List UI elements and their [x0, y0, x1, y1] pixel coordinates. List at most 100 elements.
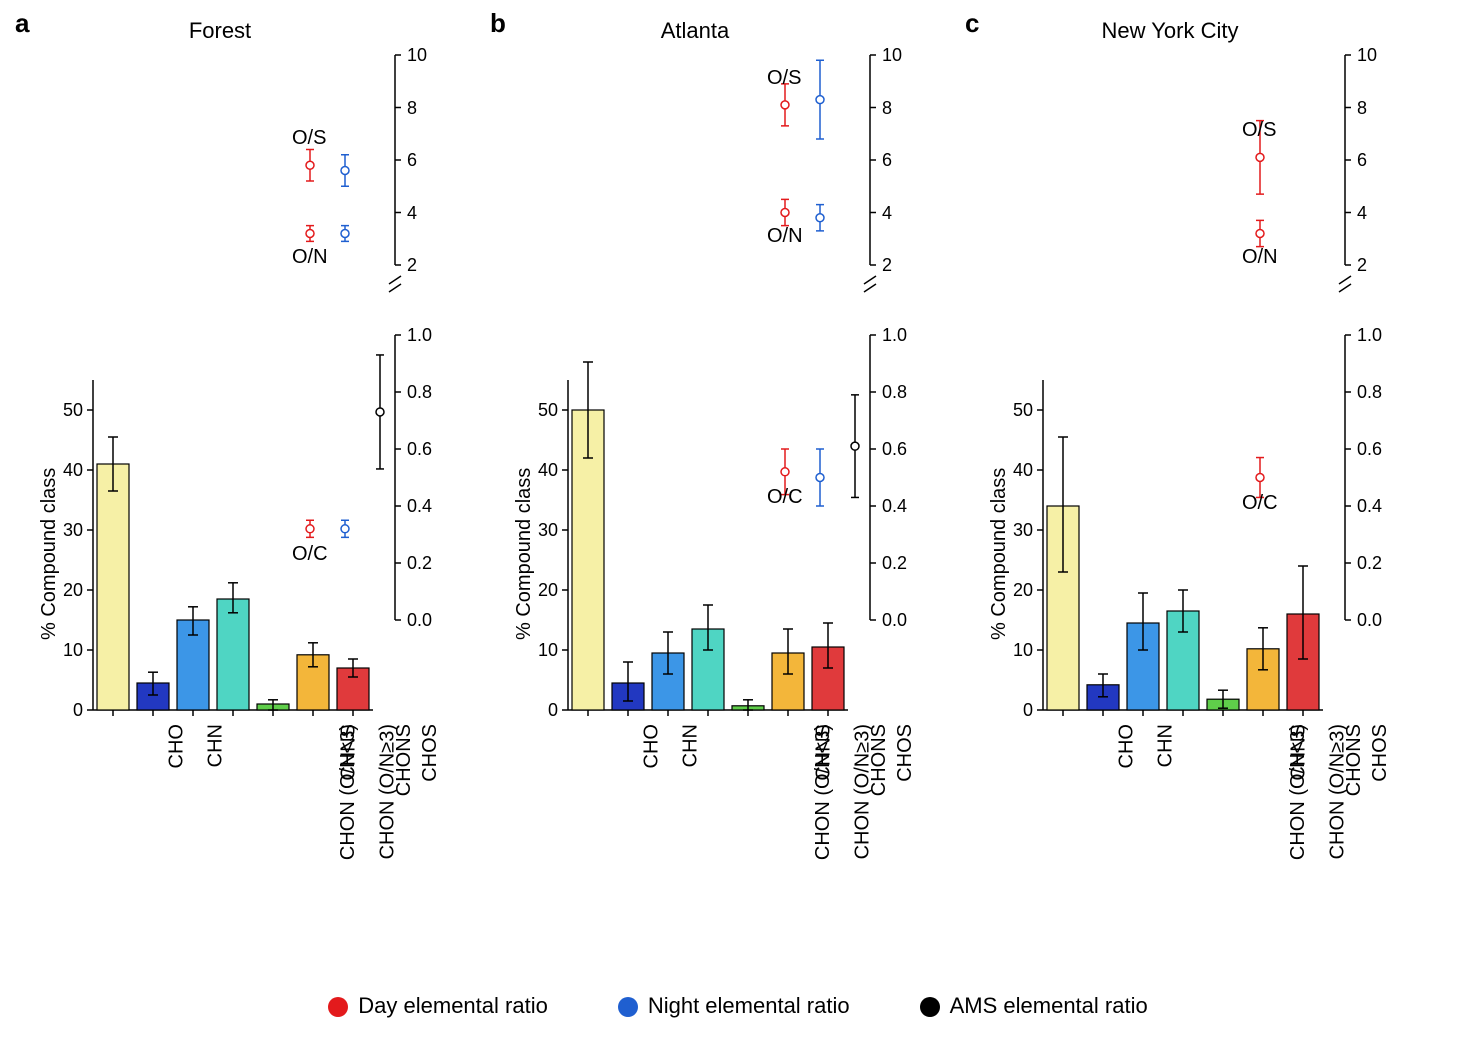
ratio-tick-lower: 0.6 [1357, 439, 1382, 460]
ratio-label-oc: O/C [1242, 492, 1278, 515]
bar-ytick: 0 [518, 700, 558, 721]
bar-xtick: CHO [1115, 724, 1138, 768]
panel-c: cNew York City01020304050% Compound clas… [965, 0, 1440, 960]
ratio-tick-upper: 4 [882, 203, 892, 224]
bar-xtick: CHONS [393, 724, 416, 796]
legend-item: Day elemental ratio [328, 993, 548, 1019]
bar-xtick: CHO [640, 724, 663, 768]
bar-xtick: CHNS [338, 724, 361, 781]
panel-b: bAtlanta01020304050% Compound classCHOCH… [490, 0, 965, 960]
bar-xtick: CHN [679, 724, 702, 767]
legend-label: Night elemental ratio [648, 993, 850, 1018]
legend-item: Night elemental ratio [618, 993, 850, 1019]
ratio-tick-lower: 0.8 [1357, 382, 1382, 403]
panel-svg [965, 0, 1440, 960]
ratio-marker [781, 468, 789, 476]
ratio-tick-upper: 2 [407, 255, 417, 276]
bar-ytick: 0 [993, 700, 1033, 721]
ratio-tick-upper: 10 [882, 45, 902, 66]
ratio-label-oc: O/C [767, 486, 803, 509]
ratio-marker [341, 230, 349, 238]
bar [97, 464, 129, 710]
bar-ylabel: % Compound class [513, 468, 536, 640]
bar-ytick: 0 [43, 700, 83, 721]
ratio-tick-upper: 8 [1357, 98, 1367, 119]
legend-dot-icon [920, 997, 940, 1017]
panel-a: aForest01020304050% Compound classCHOCHN… [15, 0, 490, 960]
ratio-marker [781, 101, 789, 109]
bar-xtick: CHN [1154, 724, 1177, 767]
ratio-tick-upper: 4 [407, 203, 417, 224]
bar-ylabel: % Compound class [988, 468, 1011, 640]
ratio-marker [306, 525, 314, 533]
bar-ytick: 50 [518, 400, 558, 421]
panel-svg [15, 0, 490, 960]
ratio-tick-lower: 0.2 [882, 553, 907, 574]
bar-xtick: CHOS [1369, 724, 1392, 782]
bar-xtick: CHOS [894, 724, 917, 782]
legend: Day elemental ratio Night elemental ratio… [0, 992, 1476, 1019]
ratio-marker [306, 230, 314, 238]
bar-xtick: CHNS [1288, 724, 1311, 781]
ratio-tick-lower: 1.0 [882, 325, 907, 346]
ratio-label-on: O/N [767, 225, 803, 248]
ratio-tick-lower: 0.0 [407, 610, 432, 631]
ratio-tick-upper: 6 [882, 150, 892, 171]
ratio-label-os: O/S [292, 127, 326, 150]
ratio-marker [341, 525, 349, 533]
ratio-tick-upper: 6 [407, 150, 417, 171]
ratio-tick-lower: 0.0 [1357, 610, 1382, 631]
bar-xtick: CHOS [419, 724, 442, 782]
ratio-marker [781, 209, 789, 217]
bar-ylabel: % Compound class [38, 468, 61, 640]
ratio-tick-lower: 0.6 [407, 439, 432, 460]
bar-ytick: 10 [43, 640, 83, 661]
ratio-tick-upper: 8 [882, 98, 892, 119]
ratio-marker [306, 161, 314, 169]
bar [217, 599, 249, 710]
ratio-tick-upper: 8 [407, 98, 417, 119]
ratio-tick-upper: 4 [1357, 203, 1367, 224]
ratio-label-os: O/S [767, 67, 801, 90]
ratio-marker [341, 167, 349, 175]
panel-svg [490, 0, 965, 960]
ratio-tick-lower: 0.4 [407, 496, 432, 517]
ratio-tick-upper: 6 [1357, 150, 1367, 171]
legend-dot-icon [618, 997, 638, 1017]
ratio-tick-upper: 10 [1357, 45, 1377, 66]
bar-xtick: CHNS [813, 724, 836, 781]
bar-ytick: 10 [518, 640, 558, 661]
bar-ytick: 10 [993, 640, 1033, 661]
bar-ytick: 50 [993, 400, 1033, 421]
ratio-marker [1256, 153, 1264, 161]
ratio-tick-lower: 0.4 [882, 496, 907, 517]
legend-label: AMS elemental ratio [950, 993, 1148, 1018]
ratio-label-on: O/N [292, 246, 328, 269]
ratio-tick-lower: 1.0 [1357, 325, 1382, 346]
ratio-marker [1256, 230, 1264, 238]
ratio-tick-lower: 0.0 [882, 610, 907, 631]
ratio-tick-lower: 0.4 [1357, 496, 1382, 517]
ratio-marker [376, 408, 384, 416]
ratio-marker [816, 214, 824, 222]
legend-item: AMS elemental ratio [920, 993, 1148, 1019]
legend-dot-icon [328, 997, 348, 1017]
ratio-tick-lower: 0.8 [407, 382, 432, 403]
ratio-marker [816, 474, 824, 482]
bar-ytick: 50 [43, 400, 83, 421]
bar-xtick: CHN [204, 724, 227, 767]
ratio-tick-lower: 0.2 [1357, 553, 1382, 574]
bar-xtick: CHO [165, 724, 188, 768]
ratio-marker [1256, 474, 1264, 482]
ratio-marker [816, 96, 824, 104]
ratio-tick-upper: 10 [407, 45, 427, 66]
ratio-tick-lower: 1.0 [407, 325, 432, 346]
ratio-tick-lower: 0.2 [407, 553, 432, 574]
ratio-label-on: O/N [1242, 246, 1278, 269]
ratio-tick-upper: 2 [1357, 255, 1367, 276]
bar-xtick: CHONS [868, 724, 891, 796]
legend-label: Day elemental ratio [358, 993, 548, 1018]
bar-xtick: CHONS [1343, 724, 1366, 796]
ratio-label-os: O/S [1242, 119, 1276, 142]
figure-root: aForest01020304050% Compound classCHOCHN… [0, 0, 1476, 1037]
